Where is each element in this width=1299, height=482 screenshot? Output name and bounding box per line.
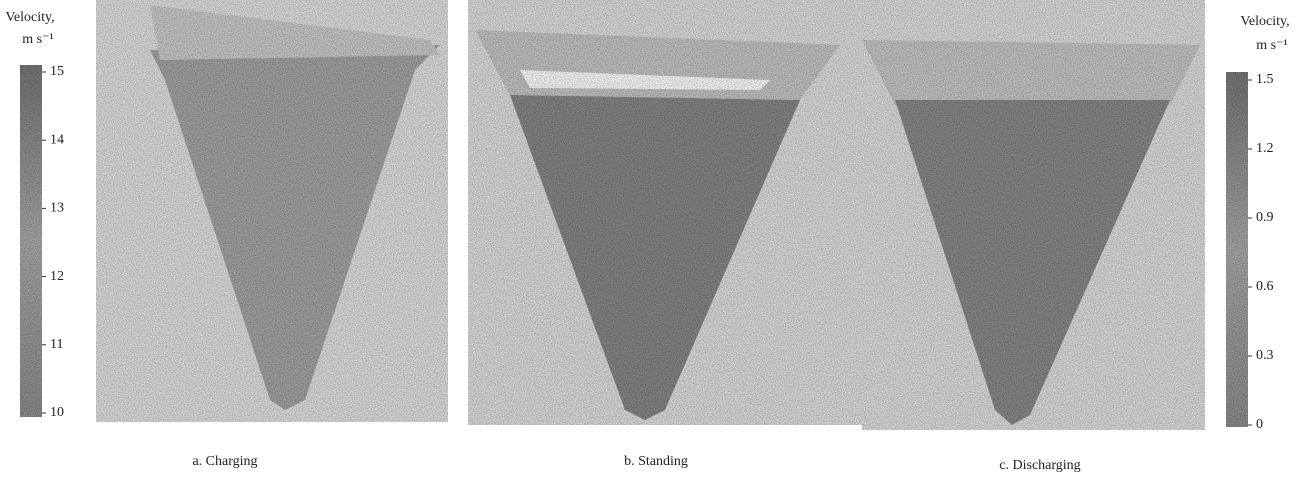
colorbar-title: Velocity,: [1240, 14, 1289, 29]
panel-caption: a. Charging: [192, 454, 257, 469]
colorbar-unit: m s⁻¹: [1256, 38, 1287, 53]
cone-top: [150, 5, 440, 60]
colorbar-tick-label: 0.9: [1256, 210, 1274, 225]
colorbar: [1226, 72, 1248, 427]
colorbar-tick-label: 12: [50, 269, 64, 284]
cone-top: [862, 40, 1200, 105]
colorbar-tick-label: 0.6: [1256, 279, 1274, 294]
panel-caption: c. Discharging: [999, 458, 1080, 473]
cone: [895, 100, 1170, 425]
cone: [510, 95, 800, 420]
cone: [150, 45, 440, 410]
colorbar-tick-label: 10: [50, 405, 64, 420]
colorbar-tick-label: 1.2: [1256, 141, 1274, 156]
gap: [520, 70, 770, 90]
colorbar-tick-label: 14: [50, 132, 64, 147]
colorbar-title: Velocity,: [5, 10, 54, 25]
colorbar-tick-label: 0: [1256, 417, 1263, 432]
colorbar-tick-label: 15: [50, 64, 64, 79]
colorbar-tick-label: 0.3: [1256, 348, 1274, 363]
colorbar-tick-label: 11: [50, 337, 63, 352]
colorbar-tick-label: 13: [50, 201, 64, 216]
colorbar: [20, 65, 42, 417]
colorbar-unit: m s⁻¹: [22, 32, 53, 47]
colorbar-tick-label: 1.5: [1256, 72, 1274, 87]
panel-images: [20, 0, 1248, 430]
panel-caption: b. Standing: [624, 454, 688, 469]
